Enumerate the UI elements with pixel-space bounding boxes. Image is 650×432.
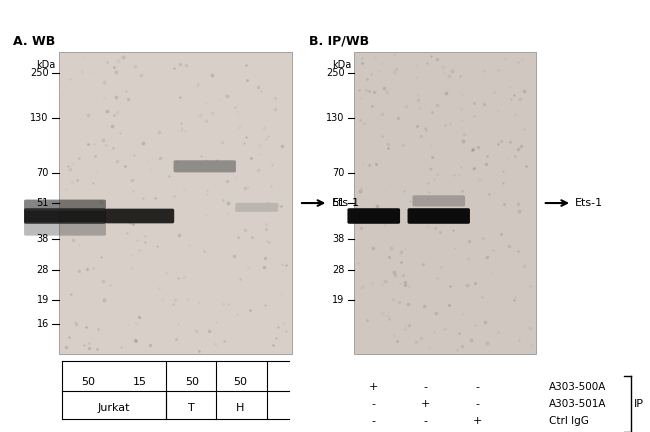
Text: 28: 28 [36, 264, 49, 275]
FancyBboxPatch shape [347, 208, 400, 224]
Text: 19: 19 [332, 295, 345, 305]
FancyBboxPatch shape [174, 160, 236, 172]
FancyBboxPatch shape [105, 209, 174, 223]
Text: Ctrl IgG: Ctrl IgG [549, 416, 589, 426]
Text: 50: 50 [233, 377, 248, 388]
Text: 70: 70 [332, 168, 345, 178]
Text: -: - [372, 399, 376, 409]
Text: +: + [421, 399, 430, 409]
Text: Ets-1: Ets-1 [332, 198, 359, 208]
FancyBboxPatch shape [408, 208, 470, 224]
Text: kDa: kDa [36, 60, 55, 70]
Text: 38: 38 [36, 234, 49, 245]
Text: -: - [476, 399, 480, 409]
Text: 15: 15 [133, 377, 147, 388]
Text: 70: 70 [36, 168, 49, 178]
Text: IP: IP [634, 399, 644, 409]
Text: 130: 130 [31, 113, 49, 124]
Text: A303-500A: A303-500A [549, 381, 606, 392]
FancyBboxPatch shape [413, 195, 465, 206]
FancyBboxPatch shape [235, 203, 278, 212]
FancyBboxPatch shape [58, 52, 292, 354]
Text: 50: 50 [185, 377, 199, 388]
Text: H: H [237, 403, 244, 413]
FancyBboxPatch shape [24, 222, 106, 236]
Text: -: - [424, 381, 428, 392]
Text: 51: 51 [36, 198, 49, 208]
Text: A. WB: A. WB [13, 35, 55, 48]
Text: A303-501A: A303-501A [549, 399, 606, 409]
Text: 16: 16 [36, 319, 49, 329]
Text: 250: 250 [30, 68, 49, 78]
Text: kDa: kDa [332, 60, 351, 70]
Text: -: - [372, 416, 376, 426]
Text: Ets-1: Ets-1 [575, 198, 603, 208]
Text: -: - [476, 381, 480, 392]
Text: Jurkat: Jurkat [98, 403, 130, 413]
Text: 28: 28 [332, 264, 345, 275]
Text: 19: 19 [36, 295, 49, 305]
FancyBboxPatch shape [24, 208, 106, 224]
FancyBboxPatch shape [24, 200, 106, 211]
Text: +: + [369, 381, 378, 392]
Text: 38: 38 [332, 234, 345, 245]
Text: -: - [424, 416, 428, 426]
FancyBboxPatch shape [354, 52, 536, 354]
Text: T: T [188, 403, 195, 413]
Text: +: + [473, 416, 482, 426]
Text: B. IP/WB: B. IP/WB [309, 35, 369, 48]
Text: 50: 50 [81, 377, 95, 388]
Text: 51: 51 [332, 198, 345, 208]
Text: 130: 130 [326, 113, 344, 124]
Text: 250: 250 [326, 68, 344, 78]
